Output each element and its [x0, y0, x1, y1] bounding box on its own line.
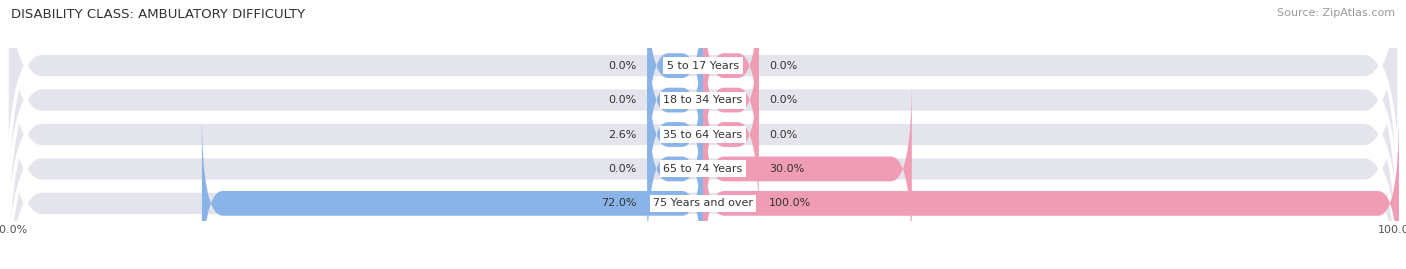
Text: 75 Years and over: 75 Years and over: [652, 198, 754, 208]
Text: DISABILITY CLASS: AMBULATORY DIFFICULTY: DISABILITY CLASS: AMBULATORY DIFFICULTY: [11, 8, 305, 21]
FancyBboxPatch shape: [703, 78, 912, 260]
Text: 0.0%: 0.0%: [609, 164, 637, 174]
Text: 18 to 34 Years: 18 to 34 Years: [664, 95, 742, 105]
Text: 5 to 17 Years: 5 to 17 Years: [666, 61, 740, 71]
FancyBboxPatch shape: [7, 0, 1399, 225]
Text: 30.0%: 30.0%: [769, 164, 804, 174]
FancyBboxPatch shape: [703, 0, 759, 157]
Text: 35 to 64 Years: 35 to 64 Years: [664, 129, 742, 140]
FancyBboxPatch shape: [202, 112, 703, 269]
Text: 65 to 74 Years: 65 to 74 Years: [664, 164, 742, 174]
Text: 0.0%: 0.0%: [769, 61, 797, 71]
Text: 100.0%: 100.0%: [769, 198, 811, 208]
FancyBboxPatch shape: [703, 9, 759, 191]
FancyBboxPatch shape: [647, 44, 703, 225]
FancyBboxPatch shape: [7, 0, 1399, 260]
FancyBboxPatch shape: [703, 112, 1399, 269]
Text: 0.0%: 0.0%: [609, 61, 637, 71]
Text: 0.0%: 0.0%: [769, 129, 797, 140]
Text: 0.0%: 0.0%: [769, 95, 797, 105]
FancyBboxPatch shape: [703, 44, 759, 225]
FancyBboxPatch shape: [647, 78, 703, 260]
Text: Source: ZipAtlas.com: Source: ZipAtlas.com: [1277, 8, 1395, 18]
FancyBboxPatch shape: [7, 0, 1399, 269]
FancyBboxPatch shape: [7, 44, 1399, 269]
FancyBboxPatch shape: [647, 0, 703, 157]
Text: 72.0%: 72.0%: [602, 198, 637, 208]
FancyBboxPatch shape: [647, 9, 703, 191]
FancyBboxPatch shape: [7, 9, 1399, 269]
Text: 0.0%: 0.0%: [609, 95, 637, 105]
Text: 2.6%: 2.6%: [609, 129, 637, 140]
